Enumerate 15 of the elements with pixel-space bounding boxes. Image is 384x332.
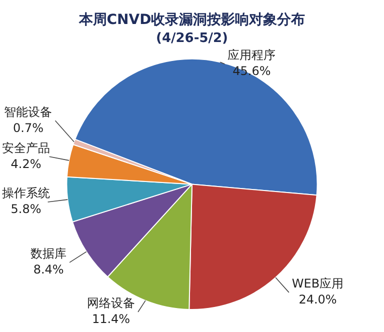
slice-label: 安全产品: [2, 140, 50, 155]
data-label: 4.2%: [10, 156, 42, 171]
slice-label: 操作系统: [2, 186, 50, 200]
slice-label: 应用程序: [228, 48, 276, 62]
data-label: 24.0%: [298, 292, 337, 307]
slice-label: 数据库: [30, 246, 67, 261]
slice-label: 网络设备: [87, 296, 136, 310]
data-label: 5.8%: [10, 202, 42, 216]
data-label: 8.4%: [33, 262, 64, 277]
chart-title: 本周CNVD收录漏洞按影响对象分布: [78, 12, 306, 28]
data-label: 11.4%: [92, 312, 130, 326]
slice-label: WEB应用: [292, 276, 344, 291]
data-label: 0.7%: [12, 120, 44, 135]
slice-label: 智能设备: [4, 104, 52, 119]
chart-subtitle: (4/26-5/2): [156, 30, 228, 46]
